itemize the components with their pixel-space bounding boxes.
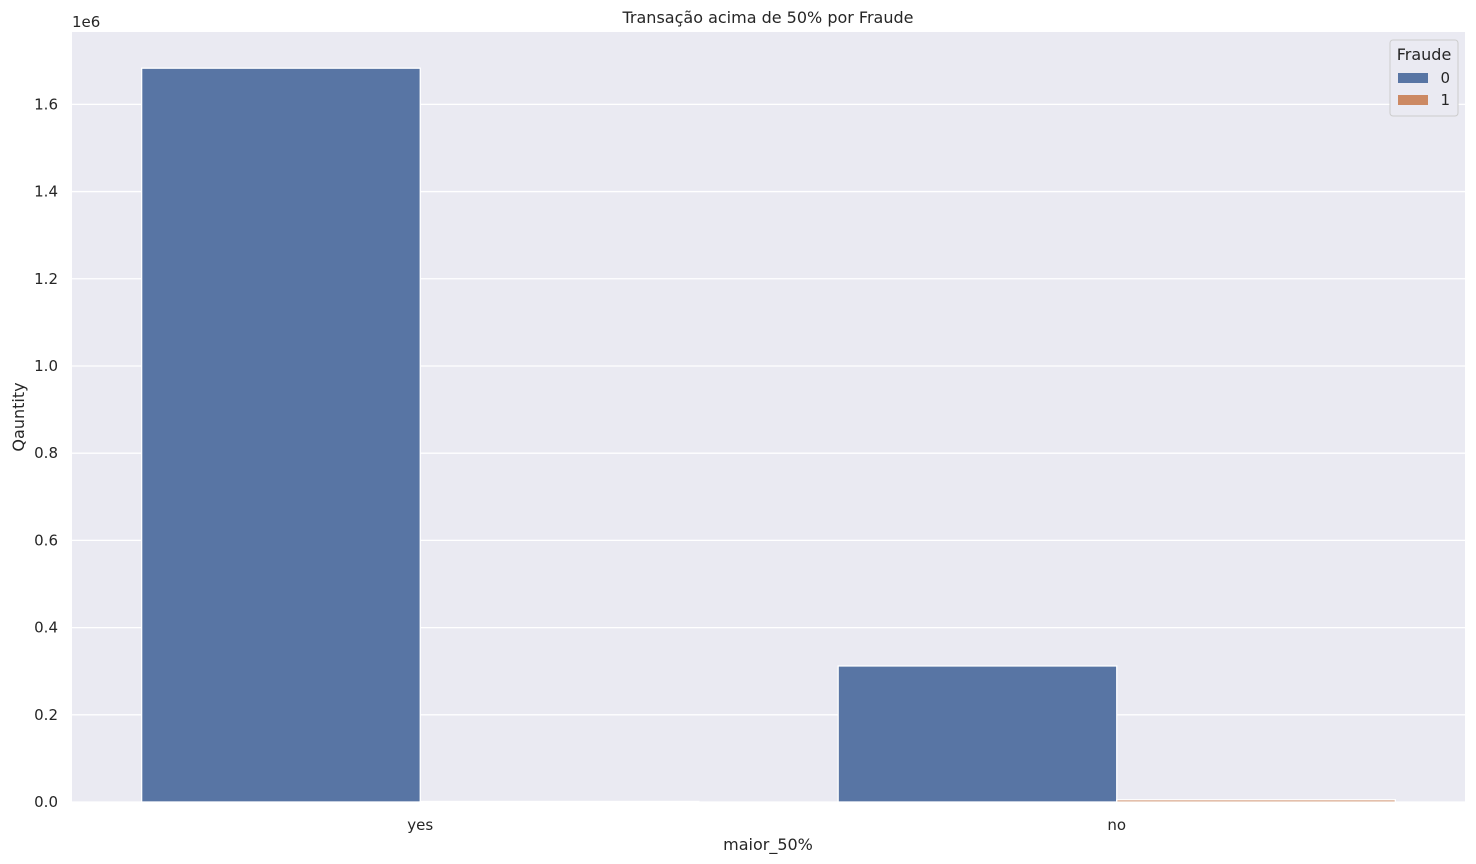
legend: Fraude 0 1 (1389, 39, 1459, 117)
legend-swatch-1 (1398, 95, 1428, 105)
y-tick-label: 1.2 (34, 270, 58, 288)
y-tick-label: 0.4 (34, 619, 58, 637)
y-offset-label: 1e6 (72, 13, 100, 31)
x-tick-label: no (1107, 816, 1126, 834)
y-tick-label: 0.8 (34, 444, 58, 462)
y-tick-label: 0.2 (34, 706, 58, 724)
x-tick-labels: yes no (407, 816, 1126, 834)
legend-title: Fraude (1397, 45, 1452, 64)
legend-label-1: 1 (1440, 91, 1450, 109)
legend-label-0: 0 (1440, 69, 1450, 87)
y-axis-label: Qauntity (9, 382, 28, 451)
chart-title: Transação acima de 50% por Fraude (622, 8, 914, 27)
y-tick-label: 0.6 (34, 531, 58, 549)
y-tick-label: 0.0 (34, 793, 58, 811)
y-tick-label: 1.4 (34, 183, 58, 201)
legend-swatch-0 (1398, 73, 1428, 83)
x-tick-label: yes (407, 816, 433, 834)
y-tick-labels: 0.0 0.2 0.4 0.6 0.8 1.0 1.2 1.4 1.6 (34, 95, 58, 811)
bar-yes-fraude-0 (140, 67, 421, 803)
bar-no-fraude-1 (1116, 799, 1397, 803)
bar-yes-fraude-1 (419, 800, 700, 803)
y-tick-label: 1.6 (34, 95, 58, 113)
x-axis-label: maior_50% (723, 835, 813, 855)
bars-layer (140, 67, 1397, 803)
y-tick-label: 1.0 (34, 357, 58, 375)
bar-no-fraude-0 (837, 665, 1118, 803)
